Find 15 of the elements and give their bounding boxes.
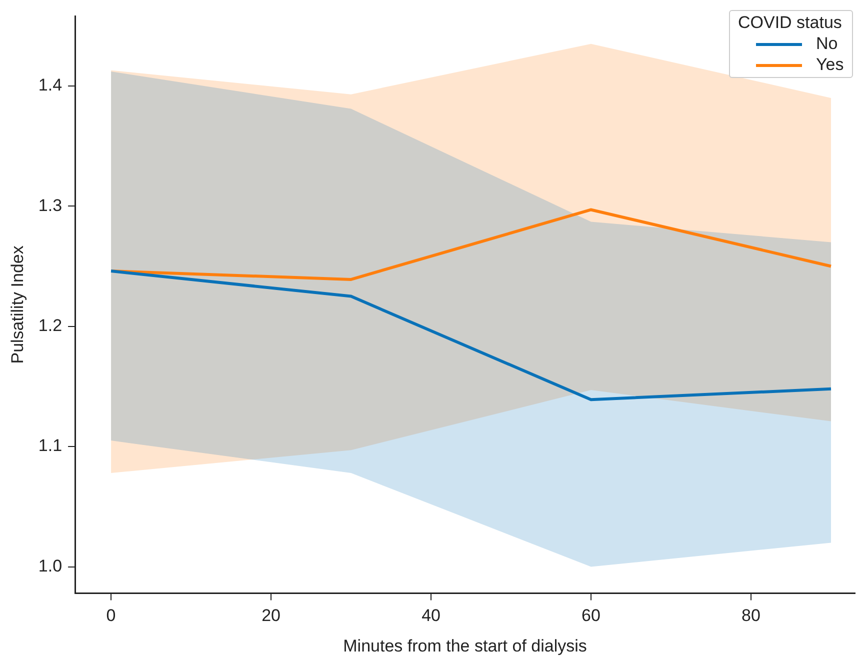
y-tick-label: 1.1: [38, 436, 62, 456]
y-axis-title: Pulsatility Index: [8, 245, 27, 364]
y-tick-label: 1.4: [38, 76, 62, 95]
legend-label: Yes: [816, 55, 844, 76]
x-tick-label: 0: [106, 606, 116, 626]
y-tick-label: 1.0: [38, 556, 62, 576]
legend-label: No: [816, 34, 838, 54]
x-tick-label: 60: [582, 606, 600, 626]
x-tick-label: 20: [262, 606, 280, 626]
y-tick-label: 1.2: [38, 316, 62, 336]
x-axis-title: Minutes from the start of dialysis: [343, 636, 587, 656]
y-tick-label: 1.3: [38, 196, 62, 215]
x-tick-label: 80: [742, 606, 760, 626]
x-tick-label: 40: [422, 606, 440, 626]
legend-title: COVID status: [738, 13, 843, 34]
